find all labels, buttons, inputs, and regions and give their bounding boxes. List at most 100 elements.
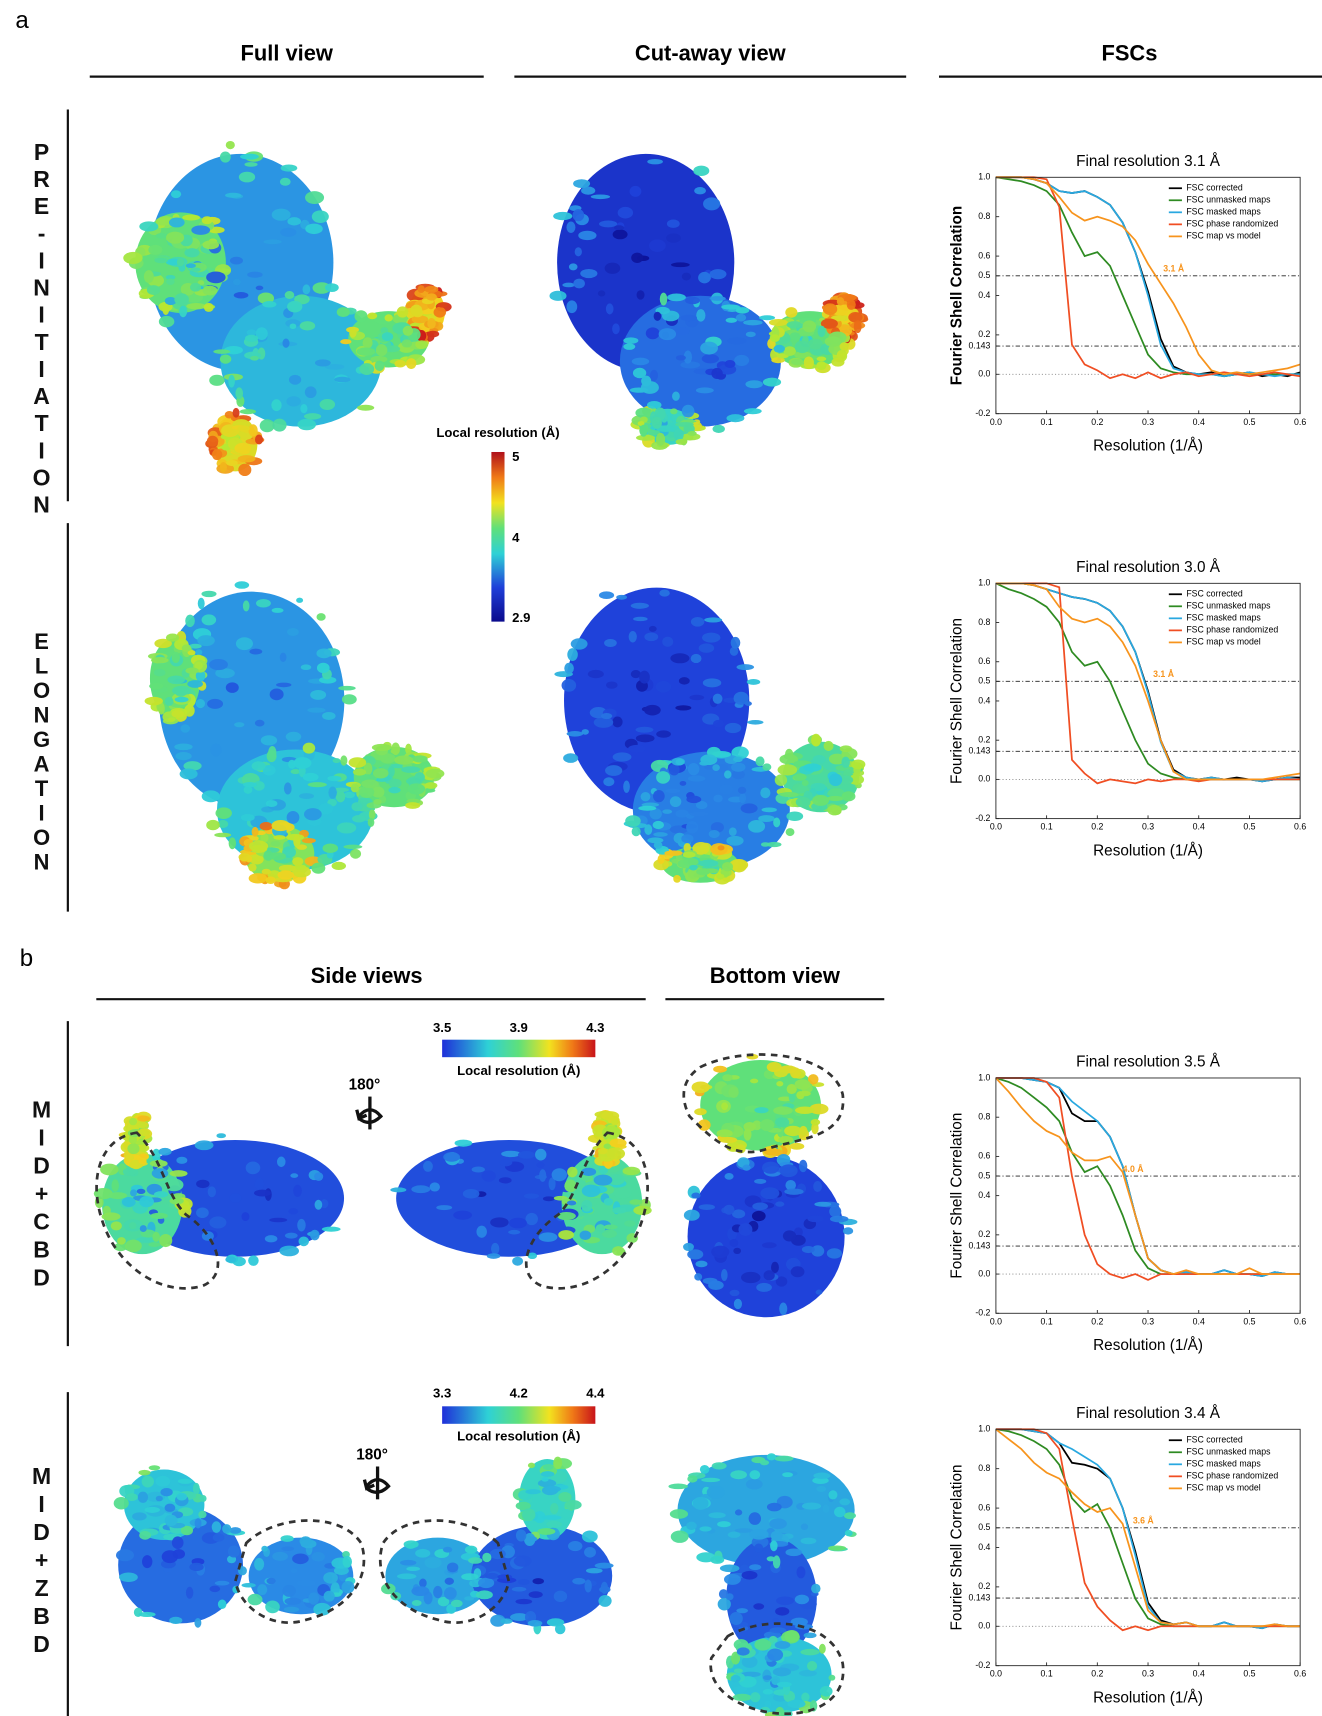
density-blob [749,1470,761,1480]
density-blob [652,789,665,803]
density-blob [251,761,266,771]
colorbar-tick: 4.4 [586,1386,605,1401]
density-blob [248,1255,259,1266]
density-blob [419,1578,427,1588]
y-tick-label: 0.8 [978,1112,990,1122]
density-blob [357,404,375,411]
density-blob [617,206,634,219]
density-blob [550,1502,559,1515]
colorbar-tick: 2.9 [512,610,530,625]
density-blob [668,763,680,776]
density-blob [444,1577,454,1585]
y-tick-label: 0.8 [978,1463,990,1473]
x-tick-label: 0.5 [1243,1669,1255,1679]
density-blob [581,1184,601,1198]
density-blob [179,305,188,318]
density-blob [165,633,180,642]
density-blob [573,179,591,189]
density-blob [686,795,702,804]
density-blob [137,1115,151,1122]
density-blob [401,339,413,348]
density-blob [713,1065,727,1073]
density-blob [532,1578,545,1585]
density-blob [750,1078,759,1084]
density-blob [194,1617,202,1628]
plot-frame [995,1077,1301,1314]
density-blob [813,1472,831,1479]
density-blob [336,822,357,834]
density-blob [724,1573,741,1585]
density-blob [721,1102,728,1111]
density-blob [699,1526,712,1532]
x-tick-label: 0.1 [1041,822,1053,832]
density-blob [669,1509,689,1519]
density-blob [209,374,225,386]
density-blob [687,1475,698,1483]
density-blob [784,1188,804,1195]
density-blob [396,1573,417,1580]
density-blob [652,820,664,830]
density-blob [249,854,264,865]
density-blob [542,1196,555,1202]
density-blob [612,1246,625,1256]
density-blob [415,1548,431,1558]
density-blob [768,318,788,327]
density-blob [322,711,336,720]
density-blob [664,850,683,856]
density-blob [724,359,736,368]
density-blob [753,1603,765,1610]
y-axis-title: Fourier Shell Correlation [949,1113,966,1279]
density-blob [238,853,251,862]
density-blob [164,296,177,306]
density-blob [726,835,744,846]
x-tick-label: 0.2 [1091,822,1103,832]
density-blob [233,292,249,299]
legend-label: FSC masked maps [1186,207,1261,217]
colorbar-tick: 3.5 [433,1020,451,1035]
density-blob [803,1632,817,1639]
density-blob [775,1201,785,1207]
density-blob [121,1197,136,1207]
x-tick-label: 0.0 [990,1669,1002,1679]
chart-title: Final resolution 3.1 Å [1076,153,1221,170]
density-blob [323,1572,338,1584]
density-blob [702,632,721,643]
density-blob [265,876,276,885]
density-blob [761,1242,777,1249]
density-blob [297,418,317,431]
density-blob [192,1482,200,1495]
density-blob [201,590,217,598]
density-blob [401,766,421,773]
density-blob [194,661,203,670]
density-blob [302,772,319,782]
density-blob [454,1139,473,1147]
x-tick-label: 0.0 [990,822,1002,832]
x-tick-label: 0.2 [1091,1316,1103,1326]
density-blob [724,770,732,779]
density-blob [206,271,226,284]
density-blob [271,399,282,412]
density-blob [210,743,222,757]
y-tick-label: 0.5 [978,676,990,686]
density-blob [638,805,657,811]
density-blob [742,1164,751,1171]
density-blob [255,285,264,291]
density-blob [490,1614,506,1627]
density-blob [769,1627,787,1634]
density-blob [209,1216,227,1229]
density-blob [692,1496,709,1510]
density-blob [713,794,723,803]
density-blob [128,1117,138,1126]
density-blob [759,1119,775,1132]
legend-label: FSC corrected [1186,1435,1243,1445]
density-blob [597,290,606,297]
density-blob [828,753,846,765]
density-blob [585,1568,603,1574]
density-blob [242,781,257,788]
density-blob [584,1546,596,1558]
density-blob [784,1125,802,1137]
density-blob [132,1512,147,1521]
rotation-label: 180° [356,1447,388,1464]
density-blob [801,1502,822,1510]
density-blob [816,1485,827,1493]
